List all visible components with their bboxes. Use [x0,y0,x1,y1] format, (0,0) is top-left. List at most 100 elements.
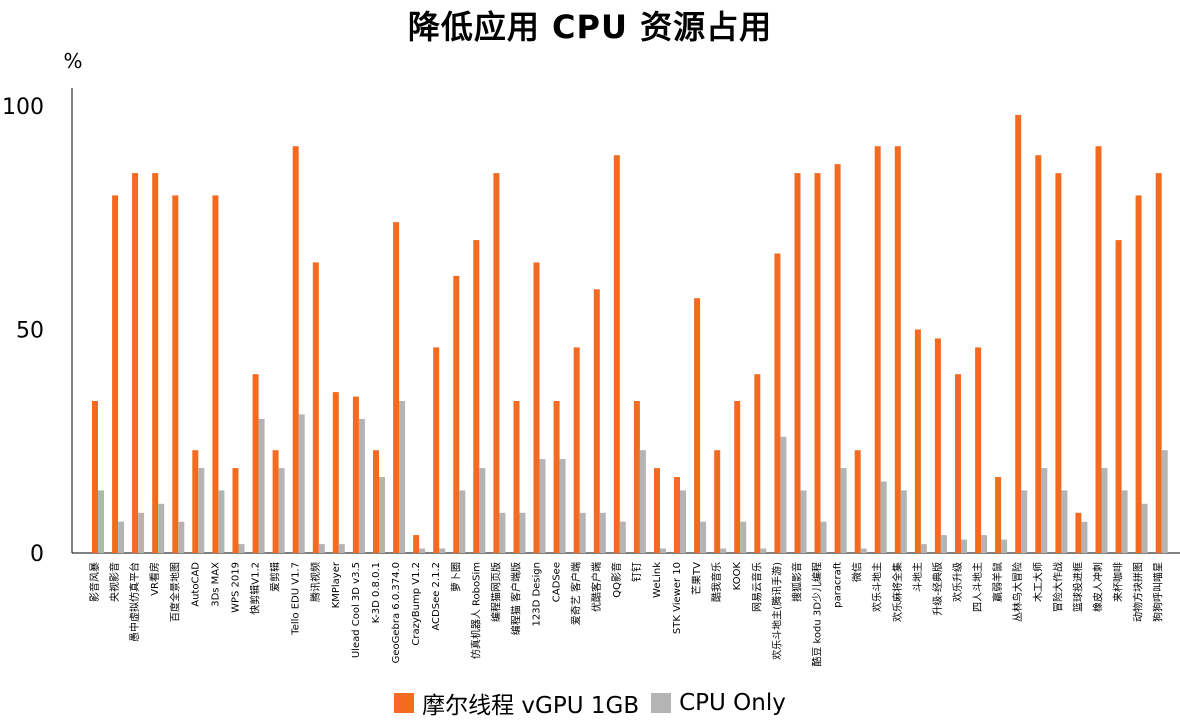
bar-cpu-only [599,512,606,553]
bar-cpu-only [880,481,887,553]
chart-title: 降低应用 CPU 资源占用 [407,8,773,46]
bar-cpu-only [379,477,385,553]
bar-vgpu [413,535,420,553]
bar-vgpu [373,450,379,553]
bar-cpu-only [258,418,265,553]
x-tick-label: 来杯咖啡 [1112,562,1125,602]
bar-vgpu [252,374,259,553]
bar-cpu-only [399,401,406,553]
x-tick-label: 3Ds MAX [210,562,221,607]
bar-vgpu [192,450,199,553]
x-tick-label: CADSee [552,562,563,602]
bar-vgpu [533,262,540,553]
x-tick-label: 爱奇艺 客户端 [570,562,583,625]
x-tick-label: STK Viewer 10 [672,562,683,634]
bar-vgpu [212,195,219,553]
bar-cpu-only [439,548,446,553]
x-tick-label: KOOK [732,562,743,591]
y-tick-label: 100 [2,95,44,120]
y-tick-label: 0 [30,542,44,567]
bar-vgpu [1135,195,1142,553]
x-tick-label: 搜狐影音 [790,562,803,602]
bar-cpu-only [639,450,646,553]
bar-vgpu [794,173,801,553]
bar-vgpu [272,450,279,553]
x-tick-label: 橡皮人冲刺 [1092,562,1105,612]
bar-cpu-only [680,490,686,553]
x-tick-label: 网易云音乐 [750,562,763,612]
bar-vgpu [593,289,600,553]
x-tick-label: QQ影音 [610,562,623,598]
x-tick-label: 丛林鸟大冒险 [1011,562,1024,622]
bar-vgpu [513,401,520,553]
bar-cpu-only [940,535,947,553]
x-tick-label: 木工大师 [1031,562,1044,602]
bar-vgpu [814,173,821,553]
bar-vgpu [734,401,741,553]
bar-cpu-only [479,468,486,553]
bar-cpu-only [278,468,285,553]
bar-cpu-only [499,512,506,553]
x-tick-label: 央视影音 [108,562,121,602]
bar-cpu-only [218,490,225,553]
x-tick-label: 优酷客户端 [590,562,603,612]
bar-cpu-only [98,490,104,553]
bar-vgpu [493,173,500,553]
x-tick-label: Tello EDU V1.7 [291,562,302,636]
bar-cpu-only [900,490,907,553]
bar-vgpu [433,347,440,553]
x-tick-label: 百度全景地图 [168,562,181,622]
bar-chart: % 0 50 100 影音风暴 央视影音 愚中虚拟仿真平台 VR看房 百度全景地图 AutoCA… [2,49,1180,667]
bar-vgpu [834,164,841,553]
bar-cpu-only [860,548,867,553]
bar-vgpu [654,468,660,553]
bar-cpu-only [158,503,165,553]
bar-vgpu [332,392,339,553]
bar-cpu-only [740,521,747,553]
x-tick-label: 爱剪辑 [269,562,282,592]
bar-cpu-only [419,548,426,553]
legend-label-cpu-only: CPU Only [679,690,786,716]
bar-vgpu [453,275,460,553]
y-tick-label: 50 [16,319,44,344]
bar-cpu-only [118,521,125,553]
bar-vgpu [1015,114,1022,554]
bar-cpu-only [619,521,626,553]
bar-vgpu [352,396,359,553]
x-tick-label: 芒果TV [690,562,703,595]
x-tick-label: CrazyBump V1.2 [411,562,422,646]
bar-cpu-only [138,512,145,553]
bar-cpu-only [920,544,927,553]
x-tick-label: 升级-经典版 [931,562,944,616]
bar-vgpu [854,450,861,553]
x-tick-label: 欢乐麻将全集 [891,562,904,622]
x-tick-label: 羸弱羊鼠 [991,562,1004,602]
bar-vgpu [1055,173,1062,553]
x-tick-label: WPS 2019 [230,562,241,613]
x-tick-label: GeoGebra 6.0.374.0 [391,562,402,663]
bar-vgpu [573,347,580,553]
y-axis: % 0 50 100 [2,49,1180,567]
x-tick-label: 腾讯视频 [309,562,322,602]
bar-cpu-only [178,521,185,553]
x-tick-label: 欢乐升级 [951,562,964,602]
x-tick-label: ACDSee 2.1.2 [431,562,442,631]
x-tick-label: 快剪辑V1.2 [249,562,262,615]
bar-cpu-only [981,535,988,553]
bar-vgpu [112,195,119,553]
bar-cpu-only [1101,468,1108,553]
bar-cpu-only [800,490,807,553]
bar-vgpu [955,374,961,553]
bar-cpu-only [579,512,586,553]
bar-vgpu [995,477,1002,553]
x-tick-label: 斗地主 [911,562,924,592]
bar-vgpu [754,374,761,553]
x-tick-label: 钉钉 [631,562,643,582]
y-axis-unit-label: % [63,49,82,73]
x-tick-label: 酷我音乐 [710,562,723,602]
bar-cpu-only [358,418,365,553]
x-tick-label: KMPlayer [331,561,342,608]
bar-cpu-only [961,539,967,553]
bar-vgpu [975,347,982,553]
legend-item-vgpu: 摩尔线程 vGPU 1GB [394,686,639,720]
